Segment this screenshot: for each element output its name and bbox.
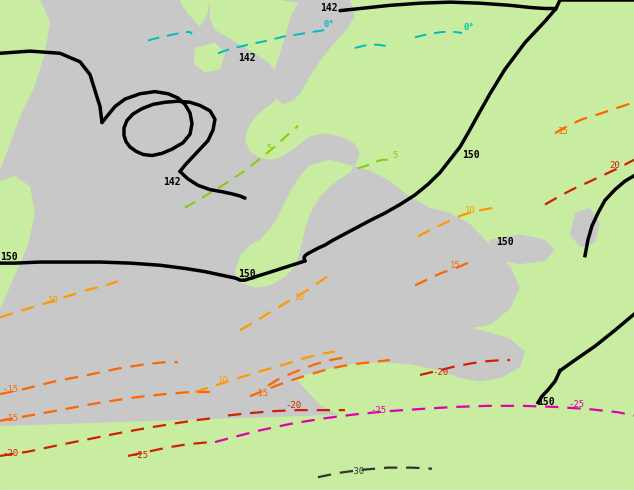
Polygon shape (487, 234, 555, 264)
Polygon shape (180, 0, 210, 26)
Text: 10: 10 (294, 294, 305, 302)
Text: 10: 10 (48, 295, 59, 304)
Text: 150: 150 (238, 269, 256, 279)
Text: 15: 15 (558, 127, 569, 136)
Text: -20: -20 (2, 449, 18, 458)
Text: 10: 10 (465, 206, 476, 215)
Text: 10: 10 (218, 376, 229, 386)
Text: 150: 150 (496, 237, 514, 247)
Text: -20: -20 (285, 401, 301, 410)
Text: 15: 15 (450, 262, 461, 270)
Text: 142: 142 (320, 2, 338, 13)
Text: -25: -25 (568, 400, 584, 409)
Polygon shape (570, 208, 600, 247)
Text: 5: 5 (266, 144, 271, 153)
Polygon shape (272, 0, 355, 104)
Polygon shape (0, 0, 50, 171)
Polygon shape (0, 176, 35, 309)
Polygon shape (194, 43, 225, 73)
Text: 150: 150 (462, 149, 480, 160)
Text: -15: -15 (2, 414, 18, 423)
Text: 20: 20 (609, 161, 620, 171)
Text: 150: 150 (0, 252, 18, 262)
Text: 0°: 0° (464, 23, 475, 32)
Text: -25: -25 (370, 406, 386, 416)
Text: -20: -20 (432, 368, 448, 377)
Text: 0°: 0° (323, 20, 333, 28)
Text: 5: 5 (392, 150, 398, 160)
Text: 142: 142 (163, 177, 181, 187)
Polygon shape (235, 304, 525, 381)
Text: -30: -30 (348, 467, 364, 476)
Text: -25: -25 (132, 451, 148, 460)
Text: 142: 142 (238, 53, 256, 63)
Text: -15: -15 (252, 389, 268, 398)
Text: 150: 150 (537, 397, 555, 407)
Text: -15: -15 (2, 385, 18, 394)
Polygon shape (0, 0, 215, 403)
Polygon shape (210, 0, 634, 490)
Polygon shape (0, 405, 634, 490)
